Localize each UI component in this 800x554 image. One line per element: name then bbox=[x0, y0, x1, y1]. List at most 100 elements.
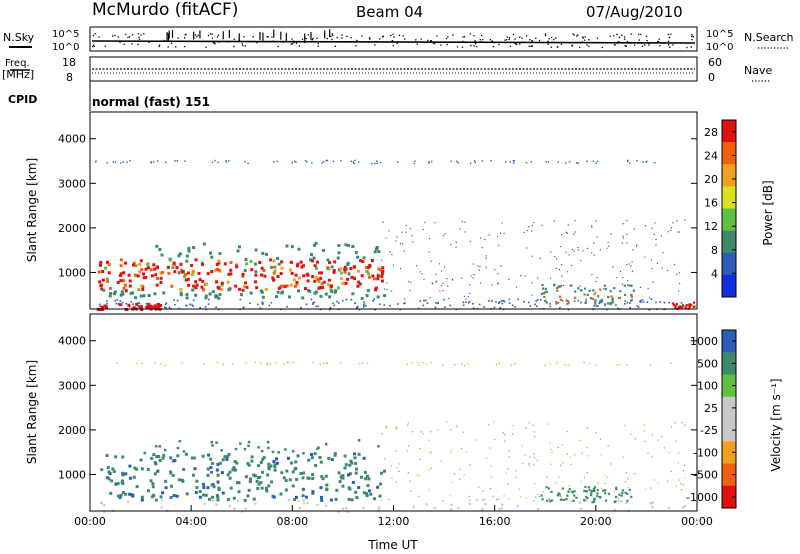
power-echo bbox=[531, 255, 533, 257]
power-echo bbox=[239, 293, 243, 297]
power-echo bbox=[264, 287, 268, 291]
velocity-echo bbox=[626, 492, 629, 495]
power-echo bbox=[217, 286, 221, 290]
velocity-echo bbox=[561, 487, 564, 490]
velocity-echo bbox=[293, 498, 297, 502]
power-echo bbox=[469, 284, 471, 286]
noise-search-point bbox=[508, 36, 511, 39]
power-echo bbox=[443, 235, 445, 237]
power-echo bbox=[306, 273, 310, 277]
velocity-echo bbox=[210, 470, 214, 474]
power-echo bbox=[431, 160, 433, 163]
velocity-echo bbox=[514, 362, 516, 365]
velocity-echo bbox=[320, 475, 324, 479]
power-echo bbox=[597, 295, 600, 298]
power-echo bbox=[523, 300, 525, 303]
velocity-echo bbox=[379, 482, 383, 486]
nave-label: Nave bbox=[744, 64, 772, 77]
noise-search-point bbox=[667, 40, 670, 42]
power-echo bbox=[258, 260, 262, 264]
noise-search-point bbox=[256, 42, 258, 44]
velocity-echo bbox=[450, 508, 453, 511]
power-echo bbox=[655, 301, 657, 304]
power-colorbar-segment bbox=[722, 186, 736, 209]
noise-search-point bbox=[243, 36, 245, 38]
noise-search-point bbox=[432, 42, 435, 44]
power-echo bbox=[680, 306, 683, 309]
power-echo bbox=[285, 284, 289, 288]
velocity-echo bbox=[284, 448, 287, 451]
power-echo bbox=[411, 235, 413, 237]
velocity-echo bbox=[212, 485, 216, 489]
power-echo bbox=[604, 287, 607, 291]
power-echo bbox=[648, 297, 651, 299]
power-echo bbox=[493, 306, 496, 309]
power-echo bbox=[153, 292, 157, 296]
velocity-echo bbox=[259, 481, 263, 485]
velocity-echo bbox=[246, 462, 250, 466]
power-echo bbox=[567, 224, 569, 226]
noise-search-point bbox=[291, 43, 294, 45]
velocity-echo bbox=[416, 474, 418, 476]
velocity-echo bbox=[604, 475, 606, 477]
velocity-echo bbox=[396, 467, 398, 469]
power-echo bbox=[596, 160, 599, 162]
velocity-echo bbox=[675, 440, 677, 442]
velocity-echo bbox=[297, 499, 300, 502]
noise-spike bbox=[222, 31, 224, 40]
noise-search-point bbox=[498, 43, 500, 46]
power-echo bbox=[676, 273, 678, 275]
velocity-echo bbox=[565, 498, 568, 501]
velocity-echo bbox=[429, 452, 432, 454]
velocity-echo bbox=[150, 456, 154, 460]
noise-search-point bbox=[514, 42, 516, 45]
power-echo bbox=[684, 219, 686, 221]
velocity-echo bbox=[546, 476, 548, 478]
velocity-echo bbox=[257, 482, 261, 486]
power-echo bbox=[289, 283, 293, 287]
power-echo bbox=[652, 281, 654, 283]
power-echo bbox=[639, 300, 641, 303]
velocity-echo bbox=[417, 361, 419, 363]
velocity-echo bbox=[598, 496, 601, 499]
power-echo bbox=[483, 306, 485, 308]
power-echo bbox=[426, 302, 429, 304]
velocity-echo bbox=[329, 498, 333, 502]
power-echo bbox=[597, 305, 599, 307]
power-echo bbox=[595, 280, 597, 282]
velocity-colorbar-label: -100 bbox=[693, 446, 718, 459]
power-echo bbox=[242, 284, 246, 288]
power-echo bbox=[101, 269, 105, 273]
noise-search-point bbox=[547, 43, 549, 45]
velocity-echo bbox=[440, 460, 443, 462]
velocity-echo bbox=[337, 510, 340, 513]
power-echo bbox=[120, 304, 123, 306]
noise-search-point bbox=[530, 45, 532, 48]
power-echo bbox=[609, 290, 612, 293]
power-echo bbox=[376, 295, 380, 299]
power-echo bbox=[185, 254, 189, 258]
power-echo bbox=[276, 160, 278, 163]
power-echo bbox=[341, 299, 344, 302]
power-echo bbox=[119, 279, 123, 283]
velocity-echo bbox=[325, 504, 328, 508]
velocity-colorbar-segment bbox=[722, 485, 736, 509]
velocity-echo bbox=[322, 362, 325, 364]
velocity-echo bbox=[175, 494, 179, 498]
velocity-echo bbox=[221, 458, 225, 462]
time-tick-label: 08:00 bbox=[276, 515, 308, 528]
power-echo bbox=[580, 259, 582, 262]
velocity-colorbar-segment bbox=[722, 374, 736, 398]
noise-search-point bbox=[479, 38, 481, 41]
noise-search-point bbox=[648, 42, 650, 44]
power-echo bbox=[236, 249, 240, 253]
power-echo bbox=[368, 263, 372, 267]
velocity-echo bbox=[313, 452, 317, 456]
velocity-echo bbox=[420, 431, 422, 433]
noise-search-point bbox=[667, 44, 670, 46]
noise-search-point bbox=[393, 36, 395, 38]
noise-search-point bbox=[586, 44, 588, 46]
velocity-echo bbox=[599, 438, 602, 440]
power-echo bbox=[144, 276, 148, 280]
power-echo bbox=[191, 271, 195, 275]
